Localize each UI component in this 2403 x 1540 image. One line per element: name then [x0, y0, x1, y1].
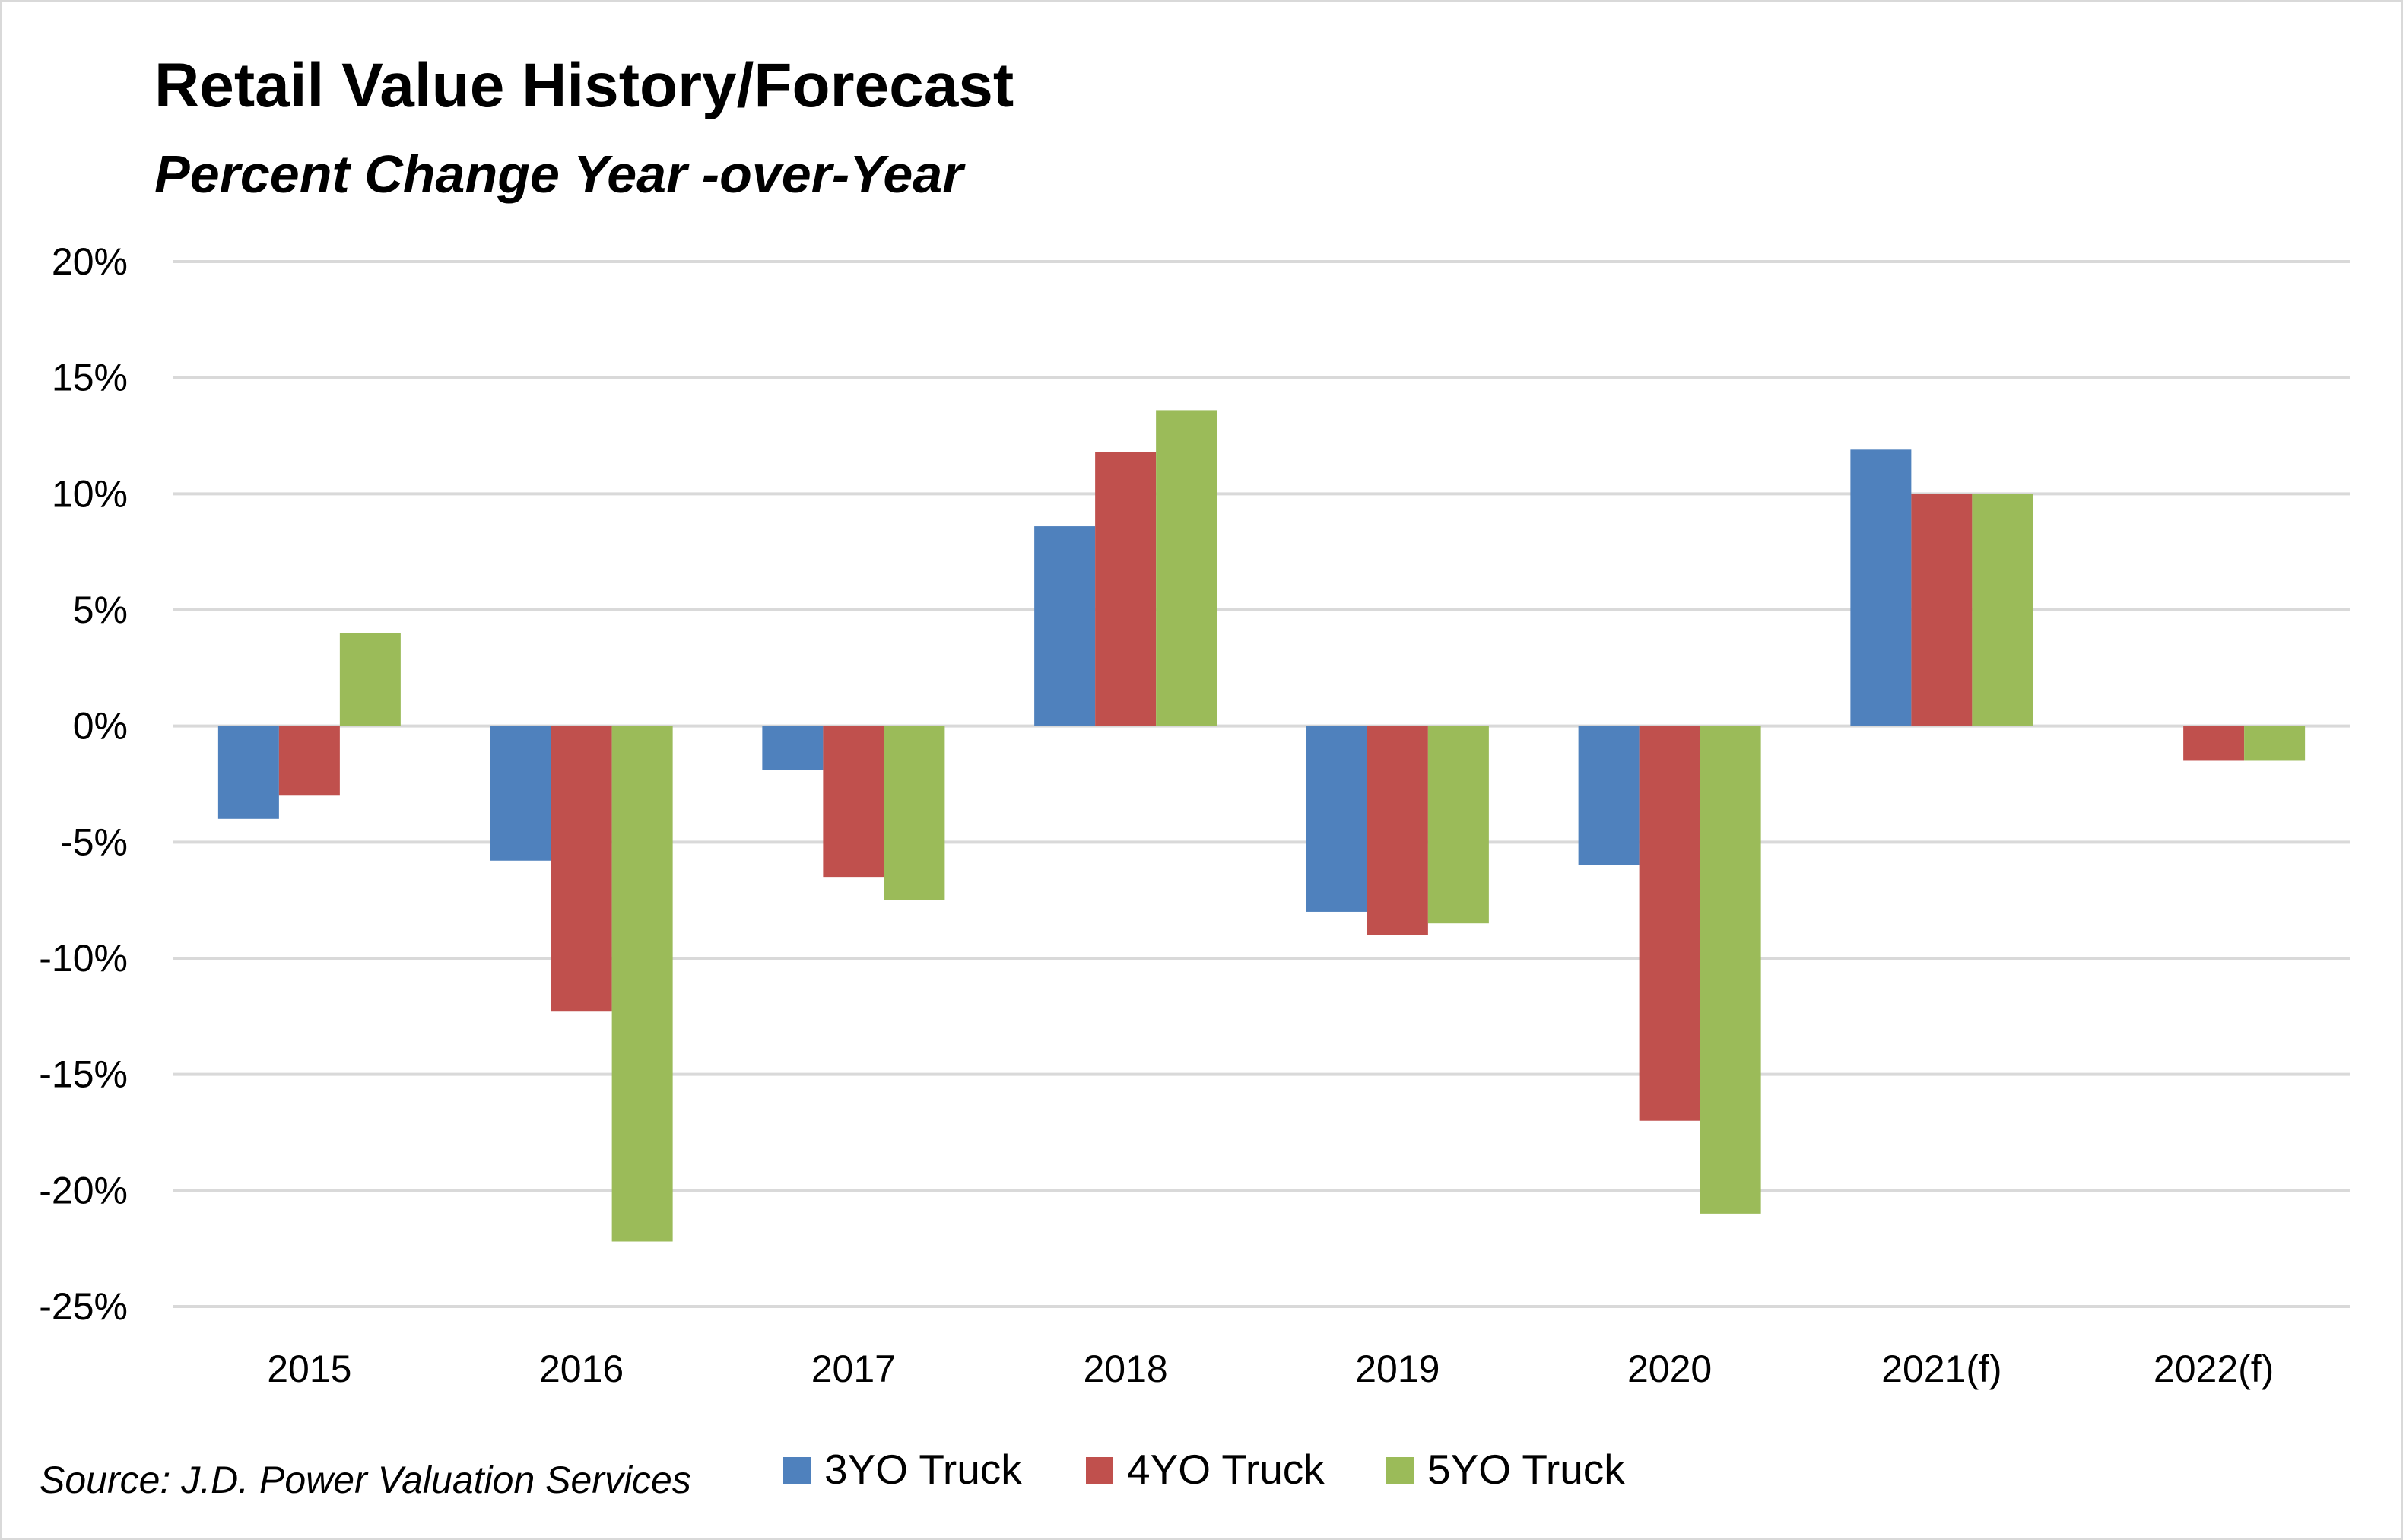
bar-5yo-truck-2018 [1156, 410, 1217, 726]
x-tick-label: 2017 [811, 1348, 896, 1390]
chart-title: Retail Value History/Forecast [154, 51, 1014, 120]
x-tick-label: 2019 [1355, 1348, 1440, 1390]
bar-5yo-truck-2017 [884, 726, 945, 900]
y-axis-tick-labels: 20% 15% 10% 5% 0% -5% -10% -15% -20% -25% [39, 240, 128, 1328]
x-tick-label: 2022(f) [2154, 1348, 2274, 1390]
y-tick-label: -5% [60, 821, 128, 863]
legend-swatch [1386, 1457, 1414, 1484]
bar-3yo-truck-2016 [490, 726, 551, 861]
y-tick-label: -20% [39, 1169, 128, 1211]
bar-3yo-truck-2020 [1578, 726, 1640, 865]
legend-swatch [783, 1457, 811, 1484]
y-tick-label: -25% [39, 1285, 128, 1328]
bar-4yo-truck-2015 [278, 726, 340, 796]
bar-3yo-truck-2018 [1034, 526, 1096, 726]
bar-5yo-truck-2016 [611, 726, 673, 1242]
y-tick-label: 5% [73, 589, 128, 631]
x-tick-label: 2021(f) [1881, 1348, 2001, 1390]
x-tick-label: 2020 [1627, 1348, 1712, 1390]
bar-5yo-truck-2021f [1972, 494, 2033, 726]
bar-4yo-truck-2017 [823, 726, 884, 878]
bar-3yo-truck-2021f [1850, 449, 1912, 726]
bar-5yo-truck-2020 [1700, 726, 1761, 1214]
bar-4yo-truck-2020 [1639, 726, 1700, 1121]
x-tick-label: 2016 [539, 1348, 624, 1390]
bars [217, 410, 2306, 1242]
legend-label: 3YO Truck [824, 1446, 1022, 1493]
x-axis-tick-labels: 2015 2016 2017 2018 2019 2020 2021(f) 2022(f) [267, 1348, 2274, 1390]
legend-label: 5YO Truck [1427, 1446, 1625, 1493]
bar-4yo-truck-2018 [1095, 452, 1157, 726]
y-tick-label: 0% [73, 705, 128, 748]
y-tick-label: 20% [52, 240, 128, 283]
bar-5yo-truck-2019 [1427, 726, 1489, 924]
x-tick-label: 2015 [267, 1348, 351, 1390]
y-tick-label: -10% [39, 937, 128, 980]
bar-3yo-truck-2019 [1306, 726, 1367, 912]
bar-3yo-truck-2017 [762, 726, 824, 770]
bar-5yo-truck-2015 [339, 633, 401, 726]
legend-swatch [1086, 1457, 1113, 1484]
bar-4yo-truck-2016 [551, 726, 612, 1012]
chart-subtitle: Percent Change Year -over-Year [154, 144, 966, 204]
y-tick-label: 10% [52, 472, 128, 515]
bar-5yo-truck-2022f [2244, 726, 2306, 761]
gridlines [173, 260, 2350, 1308]
source-note: Source: J.D. Power Valuation Services [40, 1459, 691, 1501]
legend-label: 4YO Truck [1127, 1446, 1325, 1493]
y-tick-label: -15% [39, 1053, 128, 1096]
legend: 3YO Truck 4YO Truck 5YO Truck [783, 1446, 1625, 1493]
bar-3yo-truck-2015 [217, 726, 279, 819]
x-tick-label: 2018 [1084, 1348, 1168, 1390]
bar-4yo-truck-2021f [1911, 494, 1973, 726]
y-tick-label: 15% [52, 357, 128, 399]
bar-4yo-truck-2022f [2183, 726, 2245, 761]
bar-4yo-truck-2019 [1367, 726, 1428, 935]
